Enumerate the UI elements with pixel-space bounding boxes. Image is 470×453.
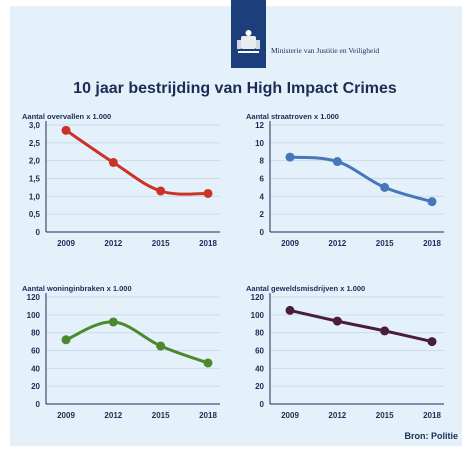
y-tick-label: 0 — [260, 228, 265, 237]
x-tick-label: 2015 — [376, 239, 394, 248]
x-tick-label: 2015 — [376, 411, 394, 420]
data-point — [285, 152, 295, 162]
series-line — [288, 155, 434, 204]
data-point — [108, 157, 118, 167]
y-tick-label: 12 — [255, 121, 264, 130]
y-tick-label: 0,5 — [29, 210, 41, 219]
chart-svg: Aantal straatroven x 1.000 0 2 4 6 8 10 12 2009 2… — [246, 112, 444, 248]
y-tick-label: 100 — [251, 311, 265, 320]
x-tick-label: 2009 — [57, 239, 75, 248]
y-tick-label: 0 — [36, 400, 41, 409]
y-tick-label: 10 — [255, 139, 264, 148]
x-tick-label: 2012 — [328, 239, 346, 248]
data-point — [203, 188, 213, 198]
y-tick-label: 40 — [31, 364, 40, 373]
source-note: Bron: Politie — [404, 431, 459, 441]
x-tick-label: 2018 — [199, 411, 217, 420]
data-point — [427, 197, 437, 207]
y-tick-label: 6 — [260, 175, 265, 184]
x-tick-label: 2012 — [104, 239, 122, 248]
x-tick-label: 2009 — [281, 411, 299, 420]
x-tick-label: 2018 — [423, 411, 441, 420]
y-tick-label: 2,0 — [29, 157, 41, 166]
y-tick-label: 0 — [260, 400, 265, 409]
chart-title: Aantal woninginbraken x 1.000 — [22, 284, 132, 293]
data-point — [427, 337, 437, 347]
chart-straatroven: Aantal straatroven x 1.000 0 2 4 6 8 10 12 2009 2… — [244, 112, 449, 252]
y-tick-label: 80 — [31, 329, 40, 338]
x-tick-label: 2015 — [152, 411, 170, 420]
x-tick-label: 2018 — [199, 239, 217, 248]
x-tick-label: 2018 — [423, 239, 441, 248]
y-tick-label: 1,0 — [29, 192, 41, 201]
y-tick-label: 8 — [260, 157, 265, 166]
y-tick-label: 120 — [27, 293, 41, 302]
data-point — [203, 358, 213, 368]
y-tick-label: 3,0 — [29, 121, 41, 130]
data-point — [332, 316, 342, 326]
data-point — [156, 186, 166, 196]
y-tick-label: 40 — [255, 364, 264, 373]
chart-svg: Aantal geweldsmisdrijven x 1.000 0 20 40 60 8… — [246, 284, 444, 420]
chart-woninginbraken: Aantal woninginbraken x 1.000 0 20 40 60 80 10… — [20, 284, 225, 424]
y-tick-label: 120 — [251, 293, 265, 302]
y-tick-label: 0 — [36, 228, 41, 237]
chart-title: Aantal straatroven x 1.000 — [246, 112, 339, 121]
chart-title: Aantal geweldsmisdrijven x 1.000 — [246, 284, 365, 293]
coat-of-arms-logo — [231, 0, 266, 68]
chart-svg: Aantal overvallen x 1.000 0 0,5 1,0 1,5 2,0 2,… — [22, 112, 220, 248]
x-tick-label: 2012 — [104, 411, 122, 420]
y-tick-label: 60 — [31, 347, 40, 356]
data-point — [380, 326, 390, 336]
page-title: 10 jaar bestrijding van High Impact Crim… — [73, 80, 397, 97]
y-tick-label: 4 — [260, 192, 265, 201]
data-point — [108, 317, 118, 327]
chart-geweldsmisdrijven: Aantal geweldsmisdrijven x 1.000 0 20 40 60 8… — [244, 284, 449, 424]
data-point — [156, 341, 166, 351]
data-point — [380, 182, 390, 192]
y-tick-label: 20 — [255, 382, 264, 391]
series-line — [64, 320, 210, 365]
chart-overvallen: Aantal overvallen x 1.000 0 0,5 1,0 1,5 2,0 2,… — [20, 112, 225, 252]
series-line — [64, 128, 210, 196]
chart-svg: Aantal woninginbraken x 1.000 0 20 40 60 80 10… — [22, 284, 220, 420]
y-tick-label: 80 — [255, 329, 264, 338]
y-tick-label: 100 — [27, 311, 41, 320]
data-point — [332, 157, 342, 167]
chart-title: Aantal overvallen x 1.000 — [22, 112, 111, 121]
data-point — [285, 305, 295, 315]
series-line — [288, 308, 434, 344]
x-tick-label: 2009 — [57, 411, 75, 420]
ministry-name: Ministerie van Justitie en Veiligheid — [271, 46, 380, 55]
x-tick-label: 2009 — [281, 239, 299, 248]
data-point — [61, 335, 71, 345]
y-tick-label: 1,5 — [29, 175, 41, 184]
y-tick-label: 2,5 — [29, 139, 41, 148]
crest-icon — [237, 30, 260, 53]
y-tick-label: 2 — [260, 210, 265, 219]
data-point — [61, 125, 71, 135]
x-tick-label: 2012 — [328, 411, 346, 420]
infographic: Ministerie van Justitie en Veiligheid — [10, 0, 462, 446]
y-tick-label: 20 — [31, 382, 40, 391]
y-tick-label: 60 — [255, 347, 264, 356]
x-tick-label: 2015 — [152, 239, 170, 248]
